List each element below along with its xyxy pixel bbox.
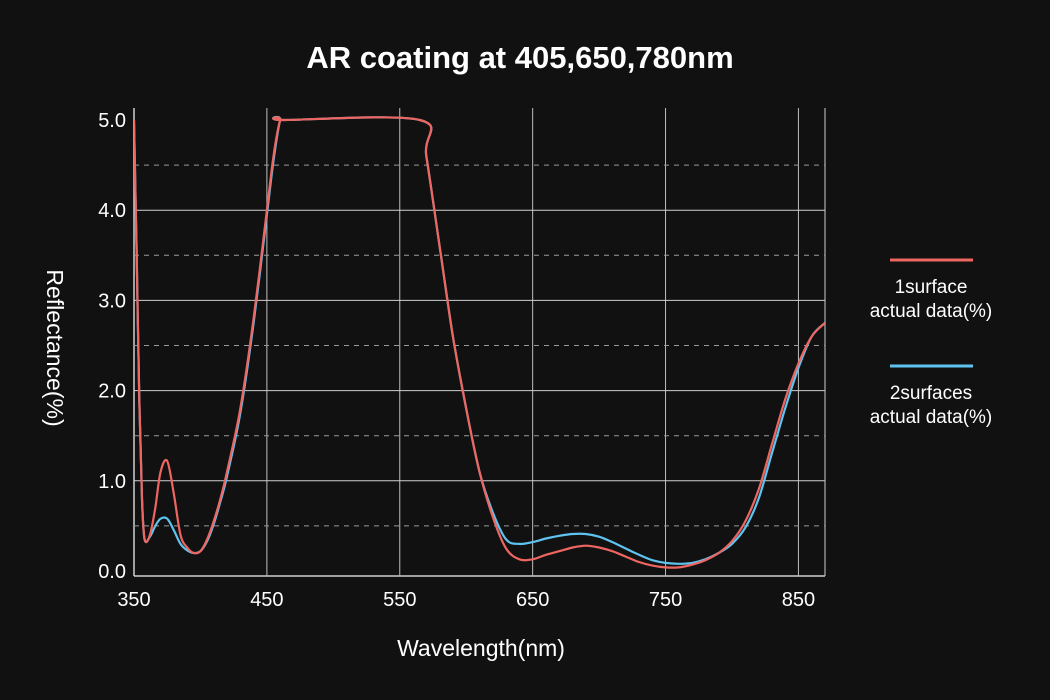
x-axis-label: Wavelength(nm)	[397, 635, 565, 661]
chart-title: AR coating at 405,650,780nm	[306, 40, 733, 75]
x-tick-label: 450	[250, 589, 283, 611]
legend-label: 2surfaces actual data(%)	[870, 383, 993, 428]
series-line-1surface	[134, 116, 825, 569]
y-tick-label: 5.0	[98, 110, 126, 132]
x-tick-label: 350	[117, 589, 150, 611]
series-layer	[134, 115, 825, 569]
legend-label: 1surface actual data(%)	[870, 277, 993, 322]
x-tick-label: 650	[516, 589, 549, 611]
y-tick-label: 2.0	[98, 381, 126, 403]
series-line-2surfaces	[134, 115, 825, 565]
y-axis-label: Reflectance(%)	[42, 269, 68, 426]
x-tick-label: 750	[649, 589, 682, 611]
x-tick-label: 850	[782, 589, 815, 611]
y-tick-label: 3.0	[98, 290, 126, 312]
y-tick-label: 1.0	[98, 471, 126, 493]
y-tick-label: 4.0	[98, 200, 126, 222]
x-tick-label: 550	[383, 589, 416, 611]
legend: 1surface actual data(%) 2surfaces actual da…	[870, 258, 993, 428]
x-tick-labels: 350 450 550 650 750 850	[117, 589, 815, 611]
y-tick-label: 0.0	[98, 561, 126, 583]
y-tick-labels: 0.0 1.0 2.0 3.0 4.0 5.0	[98, 110, 126, 583]
grid	[133, 108, 826, 577]
